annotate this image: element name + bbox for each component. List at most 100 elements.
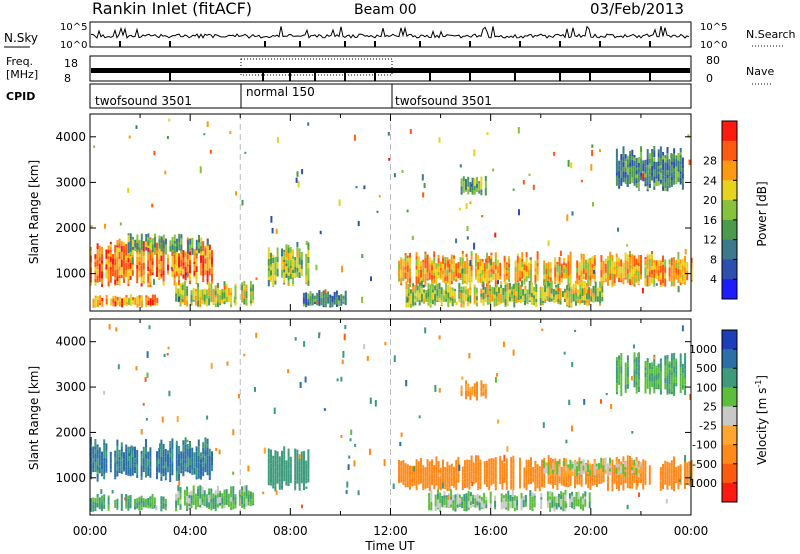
range-gate-cell xyxy=(503,255,506,262)
range-gate-cell xyxy=(471,388,474,396)
range-gate-cell xyxy=(646,171,649,175)
range-gate-cell xyxy=(219,490,222,493)
range-gate-cell xyxy=(340,376,343,382)
range-gate-cell xyxy=(402,258,405,267)
cpid-frame xyxy=(89,83,692,109)
range-gate-cell xyxy=(536,470,539,474)
range-gate-cell xyxy=(272,266,275,273)
range-gate-cell xyxy=(197,488,200,497)
range-gate-cell xyxy=(492,270,495,275)
range-gate-cell xyxy=(175,252,178,260)
range-gate-cell xyxy=(249,300,252,304)
range-gate-cell xyxy=(424,257,427,265)
range-gate-cell xyxy=(511,286,514,292)
range-gate-cell xyxy=(472,474,475,479)
range-gate-cell xyxy=(307,263,310,269)
range-gate-cell xyxy=(581,281,584,289)
range-gate-cell xyxy=(273,407,276,415)
range-gate-cell xyxy=(475,302,478,307)
range-gate-cell xyxy=(249,491,252,499)
range-gate-cell xyxy=(620,177,623,186)
range-gate-cell xyxy=(464,261,466,268)
range-gate-cell xyxy=(679,482,682,485)
range-gate-cell xyxy=(664,162,667,170)
range-gate-cell xyxy=(615,383,618,390)
range-gate-cell xyxy=(186,449,189,457)
range-gate-cell xyxy=(653,169,656,177)
range-gate-cell xyxy=(245,301,248,306)
range-gate-cell xyxy=(464,289,467,295)
range-gate-cell xyxy=(483,468,486,474)
range-gate-cell xyxy=(186,286,189,289)
range-gate-cell xyxy=(440,287,443,295)
range-gate-cell xyxy=(301,504,303,509)
range-gate-cell xyxy=(151,249,154,252)
range-gate-cell xyxy=(182,262,185,266)
range-gate-cell xyxy=(659,272,662,276)
range-gate-cell xyxy=(171,262,174,269)
range-gate-cell xyxy=(342,302,345,304)
range-gate-cell xyxy=(512,455,515,458)
range-gate-cell xyxy=(178,280,180,286)
range-gate-cell xyxy=(470,459,473,465)
range-gate-cell xyxy=(199,498,202,505)
range-gate-cell xyxy=(556,473,559,477)
range-gate-cell xyxy=(169,452,172,458)
range-gate-cell xyxy=(581,300,584,303)
range-gate-cell xyxy=(635,468,638,475)
range-gate-cell xyxy=(505,276,508,280)
range-gate-cell xyxy=(677,177,680,183)
range-gate-cell xyxy=(509,495,512,502)
range-gate-cell xyxy=(176,238,178,242)
range-gate-cell xyxy=(538,471,541,479)
range-gate-cell xyxy=(464,478,466,481)
range-gate-cell xyxy=(186,237,189,240)
range-gate-cell xyxy=(659,285,662,287)
range-gate-cell xyxy=(635,391,638,394)
range-gate-cell xyxy=(585,282,588,287)
range-gate-cell xyxy=(324,300,327,306)
range-gate-cell xyxy=(479,279,482,283)
range-gate-cell xyxy=(156,260,158,267)
range-gate-cell xyxy=(404,482,407,488)
range-gate-cell xyxy=(136,268,139,274)
range-gate-cell xyxy=(105,261,108,265)
range-gate-cell xyxy=(544,285,547,293)
range-gate-cell xyxy=(435,473,438,479)
range-gate-cell xyxy=(287,280,290,284)
range-gate-cell xyxy=(400,283,403,286)
range-gate-cell xyxy=(460,300,463,304)
range-gate-cell xyxy=(292,255,294,260)
range-gate-cell xyxy=(438,293,441,298)
range-gate-cell xyxy=(296,241,299,247)
range-gate-cell xyxy=(655,380,658,388)
range-gate-cell xyxy=(183,500,186,506)
range-gate-cell xyxy=(469,505,472,508)
range-gate-cell xyxy=(281,276,283,278)
range-gate-cell xyxy=(486,301,489,305)
range-gate-cell xyxy=(424,327,427,334)
range-gate-cell xyxy=(541,467,543,475)
range-gate-cell xyxy=(125,466,128,473)
range-gate-cell xyxy=(206,447,209,456)
range-gate-cell xyxy=(635,274,638,277)
range-gate-cell xyxy=(118,251,121,255)
range-gate-cell xyxy=(107,495,110,498)
range-gate-cell xyxy=(90,451,92,457)
range-gate-cell xyxy=(142,403,145,406)
freq-tick-low: 8 xyxy=(64,72,71,85)
range-gate-cell xyxy=(536,266,539,275)
range-gate-cell xyxy=(675,155,678,159)
range-gate-cell xyxy=(530,286,533,293)
range-gate-cell xyxy=(592,296,595,302)
range-gate-cell xyxy=(193,264,196,268)
range-gate-cell xyxy=(303,469,305,476)
range-gate-cell xyxy=(455,459,458,467)
range-gate-cell xyxy=(637,284,640,285)
range-gate-cell xyxy=(230,506,233,511)
range-gate-cell xyxy=(666,461,669,467)
range-gate-cell xyxy=(563,479,565,484)
range-gate-cell xyxy=(175,479,178,481)
range-gate-cell xyxy=(589,267,592,276)
range-gate-cell xyxy=(301,169,304,175)
